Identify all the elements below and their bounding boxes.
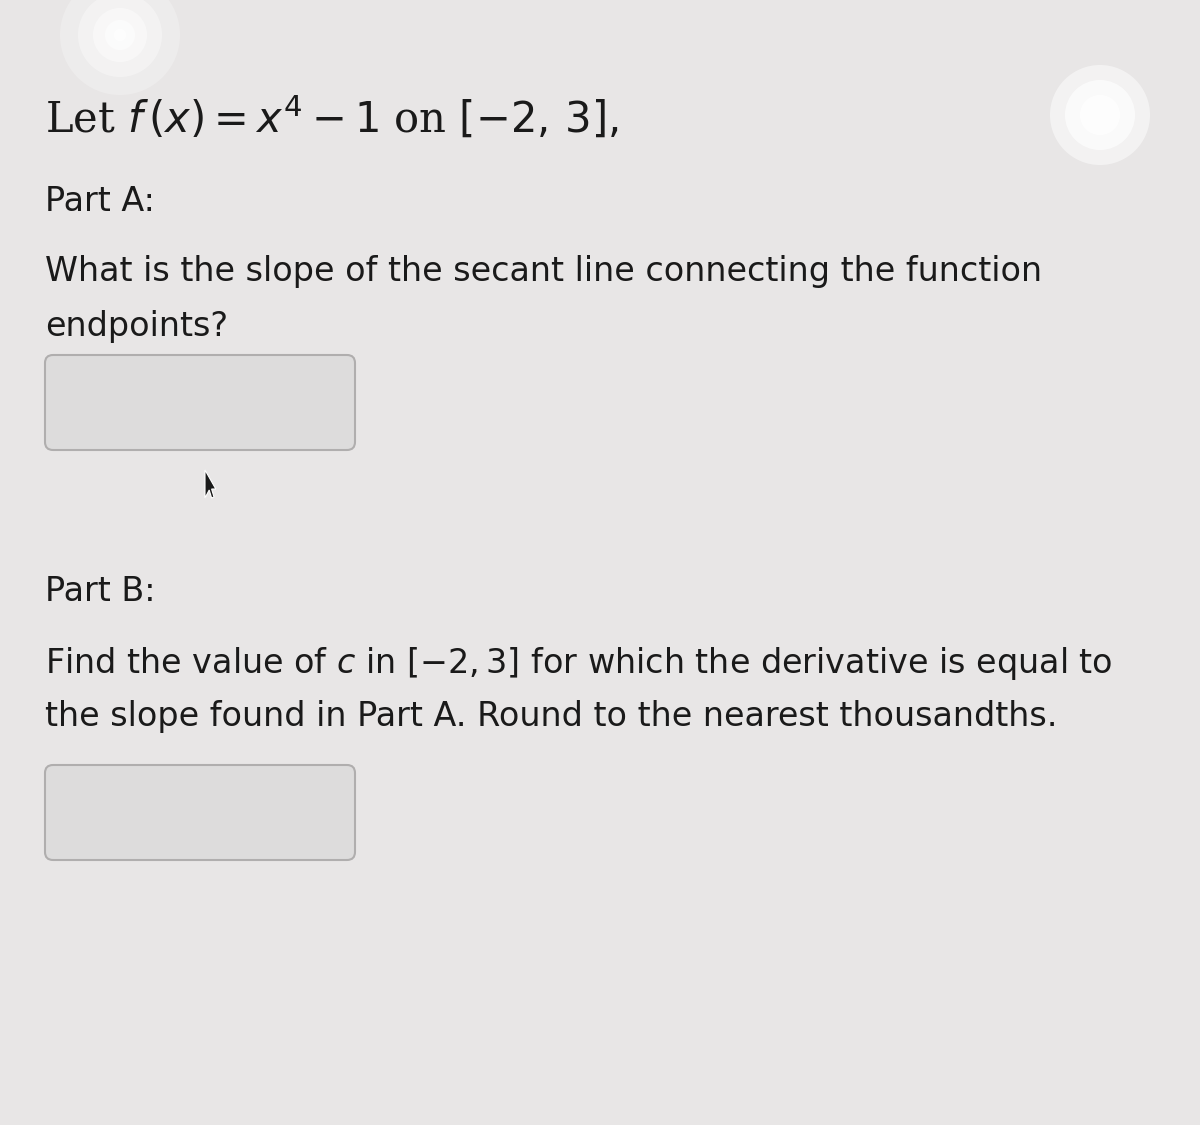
Circle shape	[106, 20, 134, 50]
Text: Part A:: Part A:	[46, 184, 155, 218]
Text: endpoints?: endpoints?	[46, 310, 228, 343]
Text: Part B:: Part B:	[46, 575, 156, 608]
Circle shape	[94, 8, 148, 62]
Circle shape	[1080, 94, 1120, 135]
Circle shape	[1050, 65, 1150, 165]
Circle shape	[60, 0, 180, 94]
Circle shape	[1066, 80, 1135, 150]
Text: Let $f\,(x) = x^4 - 1$ on $[-2,\, 3],$: Let $f\,(x) = x^4 - 1$ on $[-2,\, 3],$	[46, 94, 618, 142]
Text: What is the slope of the secant line connecting the function: What is the slope of the secant line con…	[46, 255, 1042, 288]
Text: Find the value of $c$ in $[-2, 3]$ for which the derivative is equal to: Find the value of $c$ in $[-2, 3]$ for w…	[46, 645, 1112, 682]
FancyBboxPatch shape	[46, 765, 355, 860]
Text: the slope found in Part A. Round to the nearest thousandths.: the slope found in Part A. Round to the …	[46, 700, 1057, 734]
Circle shape	[114, 29, 126, 40]
FancyBboxPatch shape	[46, 356, 355, 450]
Circle shape	[78, 0, 162, 76]
Polygon shape	[205, 470, 216, 498]
